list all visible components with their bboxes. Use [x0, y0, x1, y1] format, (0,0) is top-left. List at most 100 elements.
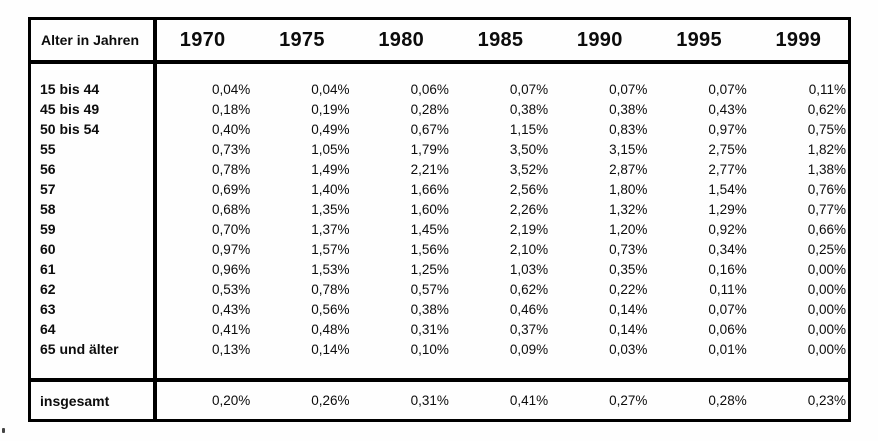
- cell-value: 0,38%: [609, 101, 648, 117]
- cell-value: 0,83%: [609, 121, 648, 137]
- total-cell-value: 0,23%: [807, 393, 846, 408]
- cell-value: 0,66%: [807, 221, 846, 237]
- table-row: 58 0,68% 1,35% 1,60% 2,26% 1,32% 1,29% 0…: [31, 199, 848, 219]
- row-label: 65 und älter: [40, 341, 119, 357]
- cell-value: 0,69%: [212, 181, 251, 197]
- cell-value: 2,26%: [509, 201, 549, 217]
- cell-value: 0,48%: [311, 321, 350, 337]
- row-label: 59: [40, 221, 56, 237]
- cell-value: 1,03%: [509, 261, 549, 277]
- row-label: 64: [40, 321, 56, 337]
- cell-value: 2,87%: [609, 161, 648, 177]
- row-label: 50 bis 54: [40, 121, 100, 137]
- total-cell-value: 0,31%: [410, 393, 449, 408]
- cell-value: 0,53%: [212, 281, 251, 297]
- cell-value: 0,04%: [311, 81, 350, 97]
- cell-value: 0,09%: [509, 341, 549, 357]
- cell-value: 0,37%: [509, 321, 549, 337]
- table-row: 45 bis 49 0,18% 0,19% 0,28% 0,38% 0,38% …: [31, 99, 848, 119]
- column-header-year-1970: 1970: [179, 28, 226, 51]
- cell-value: 0,07%: [708, 301, 747, 317]
- cell-value: 1,60%: [410, 201, 449, 217]
- cell-value: 0,07%: [708, 81, 747, 97]
- table-body: 15 bis 44 0,04% 0,04% 0,06% 0,07% 0,07% …: [31, 64, 848, 378]
- cell-value: 0,56%: [311, 301, 350, 317]
- column-header-year-1995: 1995: [676, 28, 722, 51]
- cell-value: 0,10%: [410, 341, 449, 357]
- cell-value: 0,03%: [609, 341, 648, 357]
- cell-value: 0,57%: [410, 281, 449, 297]
- table-row: 57 0,69% 1,40% 1,66% 2,56% 1,80% 1,54% 0…: [31, 179, 848, 199]
- cell-value: 2,10%: [509, 241, 549, 257]
- table-row: 55 0,73% 1,05% 1,79% 3,50% 3,15% 2,75% 1…: [31, 139, 848, 159]
- column-header-year-1975: 1975: [279, 28, 325, 51]
- column-header-year-1985: 1985: [477, 28, 524, 51]
- row-label: 63: [40, 301, 56, 317]
- table-row: 62 0,53% 0,78% 0,57% 0,62% 0,22% 0,11% 0…: [31, 279, 848, 299]
- cell-value: 0,28%: [410, 101, 449, 117]
- cell-value: 1,53%: [311, 261, 350, 277]
- cell-value: 3,15%: [609, 141, 648, 157]
- cell-value: 1,79%: [410, 141, 449, 157]
- cell-value: 0,00%: [807, 321, 846, 337]
- cell-value: 0,78%: [212, 161, 251, 177]
- cell-value: 0,35%: [609, 261, 648, 277]
- cell-value: 1,32%: [609, 201, 648, 217]
- row-label: 57: [40, 181, 56, 197]
- cell-value: 0,97%: [212, 241, 251, 257]
- cell-value: 0,01%: [708, 341, 747, 357]
- table-row: 64 0,41% 0,48% 0,31% 0,37% 0,14% 0,06% 0…: [31, 319, 848, 339]
- cell-value: 0,73%: [212, 141, 251, 157]
- cell-value: 0,19%: [311, 101, 350, 117]
- cell-value: 0,96%: [212, 261, 251, 277]
- total-cell-value: 0,27%: [609, 393, 648, 408]
- cell-value: 0,62%: [807, 101, 846, 117]
- cell-value: 1,57%: [311, 241, 350, 257]
- age-percentage-table: Alter in Jahren 1970 1975 1980 1985 1990…: [28, 17, 851, 422]
- table-row: 63 0,43% 0,56% 0,38% 0,46% 0,14% 0,07% 0…: [31, 299, 848, 319]
- cell-value: 1,25%: [410, 261, 449, 277]
- cell-value: 0,11%: [709, 281, 747, 297]
- cell-value: 1,56%: [410, 241, 449, 257]
- cell-value: 0,46%: [509, 301, 549, 317]
- cell-value: 0,16%: [708, 261, 747, 277]
- cell-value: 0,13%: [212, 341, 251, 357]
- total-cell-value: 0,26%: [311, 393, 350, 408]
- row-label: 58: [40, 201, 56, 217]
- table-row: 59 0,70% 1,37% 1,45% 2,19% 1,20% 0,92% 0…: [31, 219, 848, 239]
- table-row: 50 bis 54 0,40% 0,49% 0,67% 1,15% 0,83% …: [31, 119, 848, 139]
- table-row: 60 0,97% 1,57% 1,56% 2,10% 0,73% 0,34% 0…: [31, 239, 848, 259]
- total-cell-value: 0,20%: [212, 393, 251, 408]
- table-header-row: Alter in Jahren 1970 1975 1980 1985 1990…: [31, 20, 848, 64]
- cell-value: 0,18%: [212, 101, 251, 117]
- row-label: 15 bis 44: [40, 81, 100, 97]
- cell-value: 0,00%: [807, 301, 846, 317]
- cell-value: 2,19%: [509, 221, 549, 237]
- cell-value: 1,29%: [708, 201, 747, 217]
- cell-value: 3,52%: [509, 161, 549, 177]
- cell-value: 0,07%: [609, 81, 648, 97]
- cell-value: 3,50%: [509, 141, 549, 157]
- column-header-age: Alter in Jahren: [40, 32, 140, 48]
- cell-value: 0,38%: [410, 301, 449, 317]
- total-cell-value: 0,41%: [509, 393, 549, 408]
- cell-value: 0,38%: [509, 101, 549, 117]
- cell-value: 0,00%: [807, 341, 846, 357]
- cell-value: 1,40%: [311, 181, 350, 197]
- cell-value: 0,31%: [410, 321, 449, 337]
- cell-value: 0,70%: [212, 221, 251, 237]
- total-row-label: insgesamt: [40, 392, 110, 409]
- cell-value: 0,11%: [808, 81, 846, 97]
- cell-value: 1,54%: [708, 181, 747, 197]
- cell-value: 0,25%: [807, 241, 846, 257]
- cell-value: 2,75%: [708, 141, 747, 157]
- cell-value: 0,43%: [212, 301, 251, 317]
- cell-value: 0,14%: [311, 341, 350, 357]
- cell-value: 0,97%: [708, 121, 747, 137]
- cell-value: 1,37%: [311, 221, 350, 237]
- cell-value: 1,15%: [509, 121, 549, 137]
- cell-value: 1,49%: [311, 161, 350, 177]
- cell-value: 0,41%: [212, 321, 251, 337]
- table-total-row: insgesamt 0,20% 0,26% 0,31% 0,41% 0,27% …: [31, 393, 848, 409]
- row-label: 56: [40, 161, 56, 177]
